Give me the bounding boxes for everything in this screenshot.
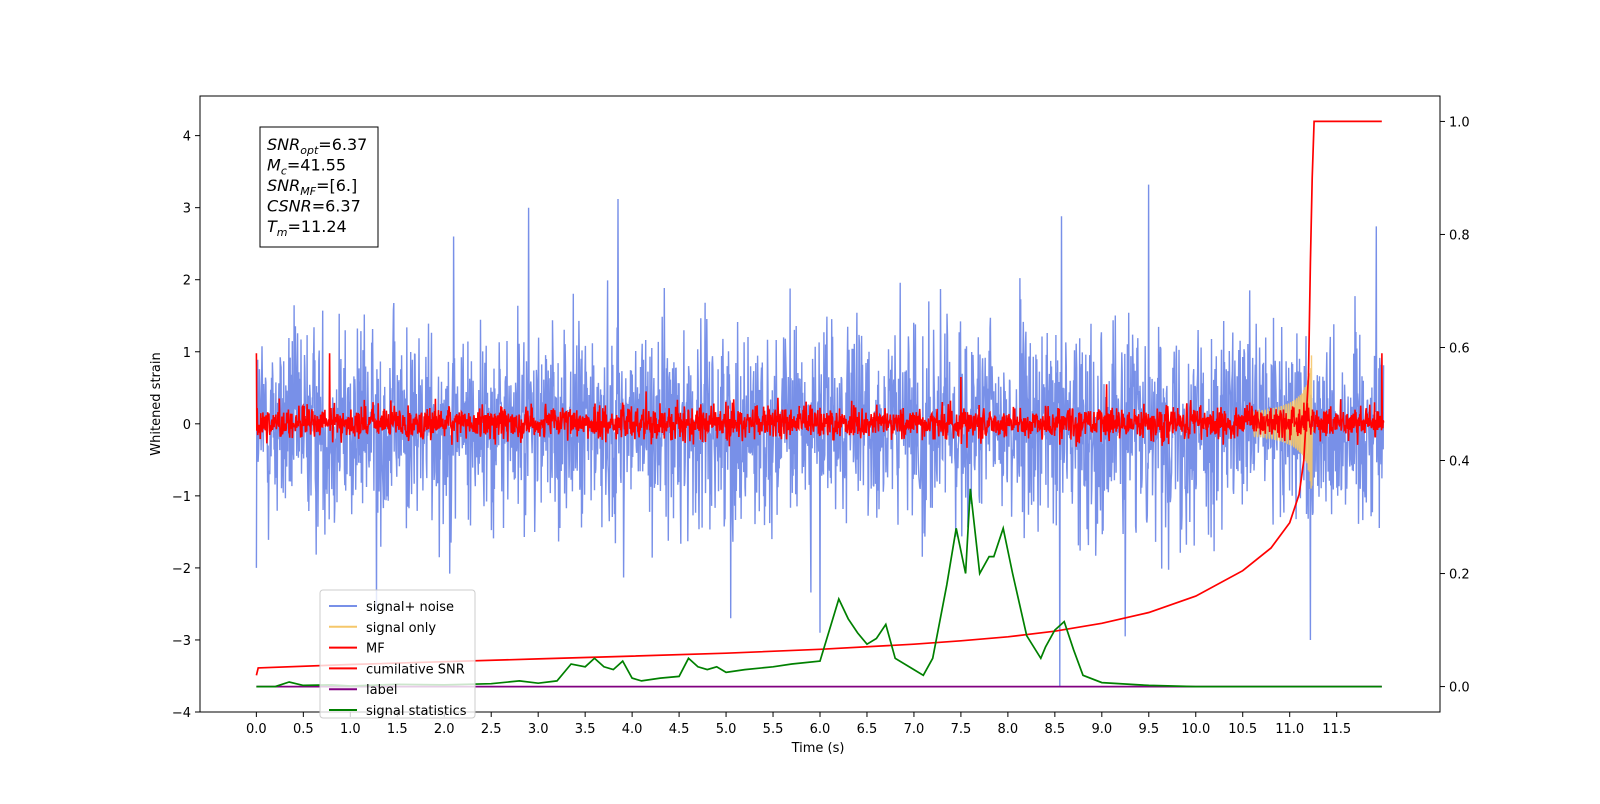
info-subscript: MF [300,185,316,198]
info-line-2: SNRMF=[6.] [267,176,357,198]
x-tick-label: 7.0 [904,722,925,737]
series-2 [255,353,1385,448]
info-value: =6.37 [312,197,361,216]
x-tick-label: 4.0 [622,722,643,737]
info-subscript: c [281,165,287,178]
x-tick-label: 9.5 [1138,722,1159,737]
info-symbol: CSNR [267,197,312,216]
info-line-0: SNRopt=6.37 [267,135,367,157]
legend-frame [319,589,476,719]
y2-tick-label: 0.4 [1449,455,1470,470]
y-tick-label: −1 [172,490,191,505]
info-symbol: T [267,217,278,236]
x-tick-label: 2.0 [434,722,455,737]
info-symbol: M [267,156,281,175]
legend: signal+ noise signal only MF cumilative SNR… [319,589,476,719]
legend-label: signal statistics [366,704,467,719]
y-tick-label: 1 [183,346,191,361]
x-tick-label: 11.5 [1322,722,1351,737]
legend-label: label [366,683,397,698]
y-tick-label: 0 [183,418,191,433]
info-value: =6.37 [318,135,367,154]
y-tick-label: −3 [172,634,191,649]
y-tick-label: −4 [172,706,191,721]
x-tick-label: 10.0 [1181,722,1210,737]
series-layer [255,120,1385,688]
info-line-1: Mc=41.55 [267,156,346,178]
info-subscript: opt [300,144,319,157]
series-5 [256,488,1382,688]
series-0 [255,184,1385,687]
series-line [255,120,1382,676]
y2-tick-label: 1.0 [1449,115,1470,130]
series-3 [255,120,1382,676]
axes-layer: 0.0 0.5 1.0 1.5 2.0 2.5 3.0 3.5 4.0 4.5 5.0 5.5 6.0 6… [172,115,1470,737]
y2-tick-label: 0.8 [1449,228,1470,243]
info-value: =11.24 [288,217,347,236]
y2-tick-label: 0.2 [1449,568,1470,583]
x-tick-label: 6.5 [857,722,878,737]
series-line [255,353,1385,448]
x-tick-label: 3.5 [575,722,596,737]
x-tick-label: 10.5 [1228,722,1257,737]
legend-label: cumilative SNR [366,662,465,677]
series-line [255,184,1385,687]
x-axis-label: Time (s) [791,741,845,756]
legend-label: signal+ noise [366,600,454,615]
x-tick-label: 0.5 [293,722,314,737]
x-tick-label: 0.0 [246,722,267,737]
legend-label: signal only [366,621,436,636]
x-tick-label: 2.5 [481,722,502,737]
x-tick-label: 9.0 [1091,722,1112,737]
info-line-4: Tm=11.24 [267,217,347,239]
info-subscript: m [277,226,288,239]
info-value: =41.55 [287,156,346,175]
x-tick-label: 8.5 [1045,722,1066,737]
y-tick-label: 3 [183,202,191,217]
y-axis-label: Whitened strain [149,352,164,455]
x-tick-label: 1.0 [340,722,361,737]
y-tick-label: 2 [183,274,191,289]
x-tick-label: 4.5 [669,722,690,737]
info-symbol: SNR [267,135,300,154]
info-line-3: CSNR=6.37 [267,197,361,216]
info-value: =[6.] [316,176,357,195]
legend-label: MF [366,642,385,657]
x-tick-label: 8.0 [998,722,1019,737]
series-line [256,488,1382,688]
x-tick-label: 6.0 [810,722,831,737]
x-tick-label: 5.0 [716,722,737,737]
y2-tick-label: 0.0 [1449,681,1470,696]
info-box: SNRopt=6.37Mc=41.55SNRMF=[6.]CSNR=6.37Tm… [259,126,379,248]
x-tick-label: 3.0 [528,722,549,737]
info-box-frame [259,126,379,248]
x-tick-label: 7.5 [951,722,972,737]
x-tick-label: 1.5 [387,722,408,737]
y2-tick-label: 0.6 [1449,341,1470,356]
y-tick-label: −2 [172,562,191,577]
x-tick-label: 5.5 [763,722,784,737]
x-tick-label: 11.0 [1275,722,1304,737]
info-symbol: SNR [267,176,300,195]
y-tick-label: 4 [183,130,191,145]
